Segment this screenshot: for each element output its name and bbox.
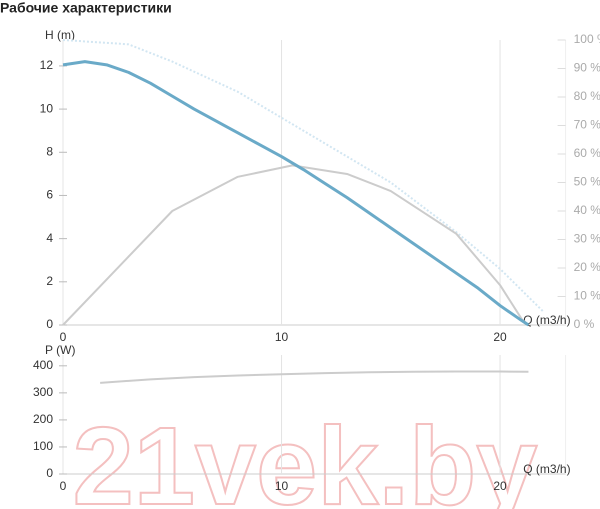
watermark: 21vek.by bbox=[73, 405, 538, 509]
series-line bbox=[62, 60, 530, 327]
y2-tick-label: 70 % bbox=[574, 118, 600, 132]
y2-tick-label: 100 % bbox=[574, 32, 600, 46]
x-tick-label: 10 bbox=[275, 330, 289, 344]
x-tick-label: 20 bbox=[493, 479, 507, 493]
x-axis-label: Q (m3/h) bbox=[523, 313, 570, 327]
y-tick-label: 0 bbox=[46, 317, 53, 331]
y2-tick-label: 20 % bbox=[574, 260, 600, 274]
y-tick-label: 300 bbox=[33, 385, 53, 399]
y-axis-label: H (m) bbox=[45, 28, 75, 42]
y-tick-label: 4 bbox=[46, 231, 53, 245]
x-tick-label: 10 bbox=[275, 479, 289, 493]
x-tick-label: 0 bbox=[60, 330, 67, 344]
y-tick-label: 10 bbox=[40, 101, 54, 115]
y-tick-label: 0 bbox=[46, 466, 53, 480]
y2-tick-label: 80 % bbox=[574, 89, 600, 103]
y2-tick-label: 30 % bbox=[574, 232, 600, 246]
x-tick-label: 20 bbox=[493, 330, 507, 344]
y2-tick-label: 0 % bbox=[574, 317, 595, 331]
y-tick-label: 200 bbox=[33, 412, 53, 426]
y-axis-label: P (W) bbox=[45, 343, 75, 357]
series-line bbox=[100, 370, 529, 384]
y-tick-label: 6 bbox=[46, 188, 53, 202]
y2-tick-label: 50 % bbox=[574, 175, 600, 189]
page-title: Рабочие характеристики bbox=[0, 0, 172, 16]
x-tick-label: 0 bbox=[60, 479, 67, 493]
y2-tick-label: 10 % bbox=[574, 289, 600, 303]
series-line bbox=[62, 39, 545, 313]
x-axis-label: Q (m3/h) bbox=[523, 462, 570, 476]
series-line bbox=[62, 164, 530, 326]
y-tick-label: 2 bbox=[46, 274, 53, 288]
y2-tick-label: 90 % bbox=[574, 61, 600, 75]
y2-tick-label: 40 % bbox=[574, 203, 600, 217]
y-tick-label: 400 bbox=[33, 358, 53, 372]
y2-tick-label: 60 % bbox=[574, 146, 600, 160]
y-tick-label: 8 bbox=[46, 144, 53, 158]
y-tick-label: 100 bbox=[33, 439, 53, 453]
y-tick-label: 12 bbox=[40, 58, 54, 72]
